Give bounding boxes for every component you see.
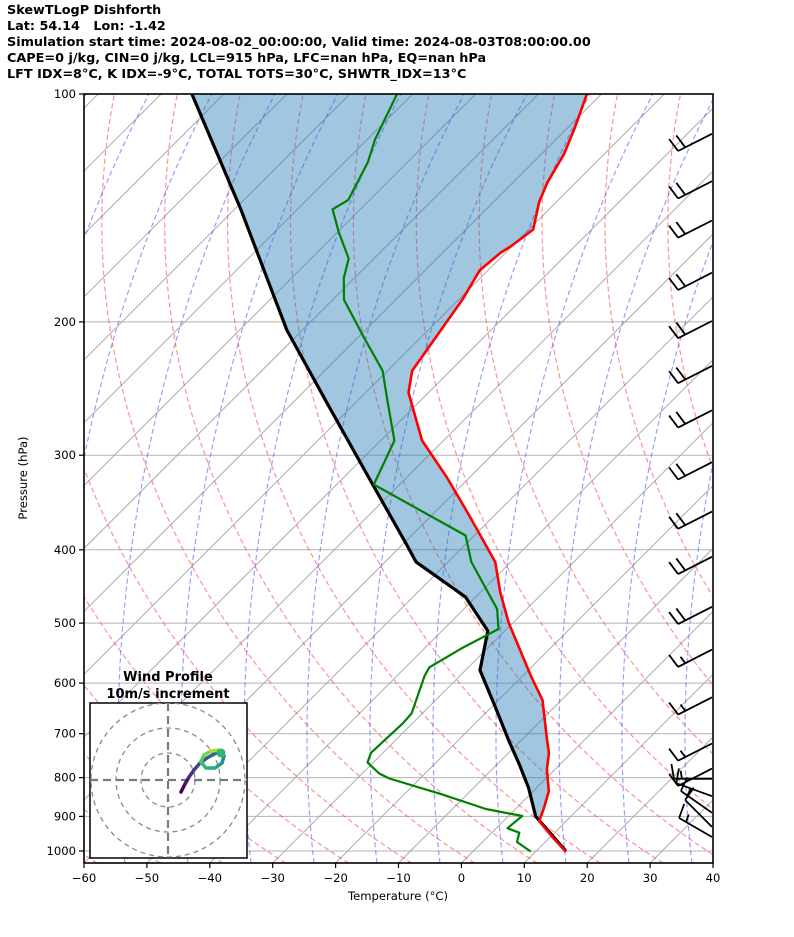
y-tick-label: 600 [54, 676, 76, 690]
chart-title: SkewTLogP Dishforth [7, 3, 162, 18]
title-block: SkewTLogP Dishforth Lat: 54.14 Lon: -1.4… [7, 3, 591, 83]
y-tick-label: 800 [54, 771, 76, 785]
hodograph-title: Wind Profile [123, 670, 213, 685]
y-tick-label: 200 [54, 315, 76, 329]
x-tick-label: 40 [706, 871, 721, 885]
wind-barb [668, 365, 713, 385]
dewpoint-curve [331, 94, 532, 853]
x-tick-label: −10 [386, 871, 410, 885]
x-tick-label: −60 [72, 871, 96, 885]
x-tick-label: −30 [260, 871, 284, 885]
x-tick-label: 20 [580, 871, 595, 885]
wind-barb [668, 320, 713, 340]
x-tick-label: −50 [135, 871, 159, 885]
y-tick-label: 900 [54, 809, 76, 823]
wind-barb [668, 271, 713, 291]
wind-barb [684, 787, 713, 828]
wind-barb [668, 132, 713, 152]
y-tick-label: 500 [54, 616, 76, 630]
y-axis-label: Pressure (hPa) [16, 436, 30, 519]
y-tick-label: 1000 [46, 844, 76, 858]
hodograph-ring [90, 703, 246, 858]
wind-barb [678, 803, 713, 838]
temperature-curve [407, 94, 589, 853]
wind-barb [668, 409, 713, 429]
hodograph-inset: Wind Profile 10m/s increment [89, 670, 248, 859]
wind-barb [668, 555, 713, 575]
wind-barb [668, 461, 713, 481]
y-tick-label: 700 [54, 727, 76, 741]
wind-barb [668, 219, 713, 239]
y-tick-label: 100 [54, 87, 76, 101]
wind-barb [668, 605, 713, 625]
wind-barb [668, 696, 713, 716]
simtime-line: Simulation start time: 2024-08-02_00:00:… [7, 35, 591, 50]
y-tick-label: 400 [54, 543, 76, 557]
cape-line: CAPE=0 j/kg, CIN=0 j/kg, LCL=915 hPa, LF… [7, 51, 487, 66]
x-tick-label: 0 [458, 871, 465, 885]
hodograph-end-marker [216, 748, 226, 758]
wind-barbs [668, 132, 713, 838]
x-axis-label: Temperature (°C) [347, 889, 448, 903]
wind-barb [668, 180, 713, 200]
y-tick-label: 300 [54, 448, 76, 462]
wind-barb [668, 742, 713, 762]
x-tick-label: 10 [517, 871, 532, 885]
indices-line: LFT IDX=8°C, K IDX=-9°C, TOTAL TOTS=30°C… [7, 67, 467, 82]
sounding-curves [190, 94, 589, 853]
wind-barb [668, 648, 713, 668]
cin-shade-area [191, 94, 587, 851]
x-tick-label: −40 [198, 871, 222, 885]
latlon-line: Lat: 54.14 Lon: -1.42 [7, 19, 166, 34]
wind-barb [670, 763, 712, 780]
x-tick-label: 30 [643, 871, 658, 885]
wind-barb [668, 510, 713, 530]
shade-polygon [191, 94, 587, 851]
axis-ticks: −60 −50 −40 −30 −20 −10 0 10 20 30 40 100 200 300 400 5… [46, 87, 720, 885]
hodograph-subtitle: 10m/s increment [106, 687, 229, 702]
parcel-curve [190, 94, 567, 852]
wind-barb [675, 768, 713, 798]
x-tick-label: −20 [323, 871, 347, 885]
